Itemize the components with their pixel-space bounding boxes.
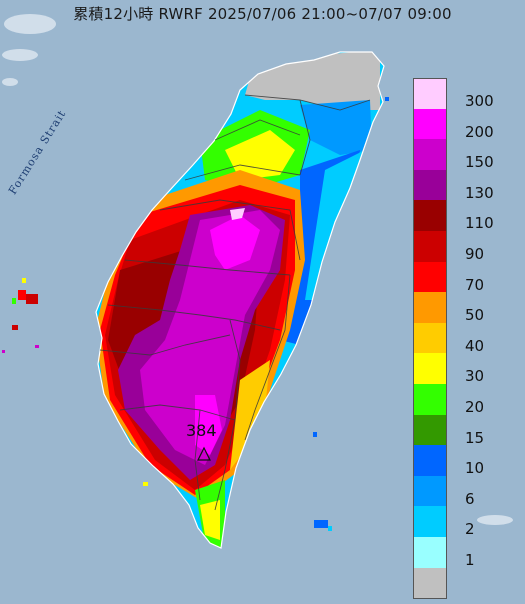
legend-row: 130 (413, 169, 508, 202)
rainfall-legend: 300 200 150 130 110 90 70 50 40 30 20 15 10 6 2 1 (413, 78, 508, 599)
legend-label: 70 (465, 275, 485, 294)
offshore-islets (2, 97, 389, 531)
legend-row: 300 (413, 78, 508, 110)
legend-row: 15 (413, 414, 508, 447)
legend-swatch (413, 475, 447, 507)
legend-label: 130 (465, 183, 494, 202)
legend-label: 2 (465, 520, 475, 539)
legend-row: 40 (413, 322, 508, 355)
triangle-marker-icon (197, 446, 211, 461)
legend-label: 15 (465, 428, 485, 447)
legend-swatch (413, 261, 447, 293)
max-rainfall-value: 384 (186, 421, 217, 440)
legend-row: 200 (413, 108, 508, 141)
legend-row: 90 (413, 231, 508, 263)
legend-label: 1 (465, 551, 475, 569)
legend-swatch (413, 384, 447, 415)
legend-label: 110 (465, 214, 494, 233)
legend-row: 20 (413, 384, 508, 416)
legend-swatch (413, 353, 447, 385)
legend-swatch (413, 169, 447, 201)
legend-swatch (413, 506, 447, 538)
legend-swatch (413, 292, 447, 324)
map-title: 累積12小時 RWRF 2025/07/06 21:00~07/07 09:00 (73, 5, 452, 23)
legend-label: 30 (465, 367, 485, 386)
legend-row: 150 (413, 139, 508, 172)
legend-row: 6 (413, 475, 508, 508)
legend-swatch (413, 414, 447, 446)
legend-swatch (413, 108, 447, 140)
legend-row: 1 (413, 537, 508, 569)
legend-row: 70 (413, 261, 508, 294)
legend-swatch (413, 200, 447, 232)
legend-swatch (413, 322, 447, 354)
legend-swatch (413, 445, 447, 477)
legend-row: 10 (413, 445, 508, 478)
legend-label: 200 (465, 122, 494, 141)
cloud-patches (2, 14, 513, 525)
legend-label: 50 (465, 306, 485, 325)
legend-label: 90 (465, 245, 485, 263)
legend-row (413, 567, 508, 599)
legend-row: 30 (413, 353, 508, 386)
legend-swatch (413, 78, 447, 109)
legend-label: 6 (465, 489, 475, 508)
legend-swatch (413, 537, 447, 568)
legend-row: 50 (413, 292, 508, 325)
legend-row: 110 (413, 200, 508, 233)
legend-swatch (413, 231, 447, 262)
legend-swatch (413, 139, 447, 171)
county-borders (99, 94, 371, 511)
legend-label: 40 (465, 336, 485, 355)
legend-swatch (413, 567, 447, 599)
legend-row: 2 (413, 506, 508, 539)
legend-label: 20 (465, 398, 485, 416)
legend-label: 10 (465, 459, 485, 478)
legend-label: 300 (465, 92, 494, 110)
legend-label: 150 (465, 153, 494, 172)
